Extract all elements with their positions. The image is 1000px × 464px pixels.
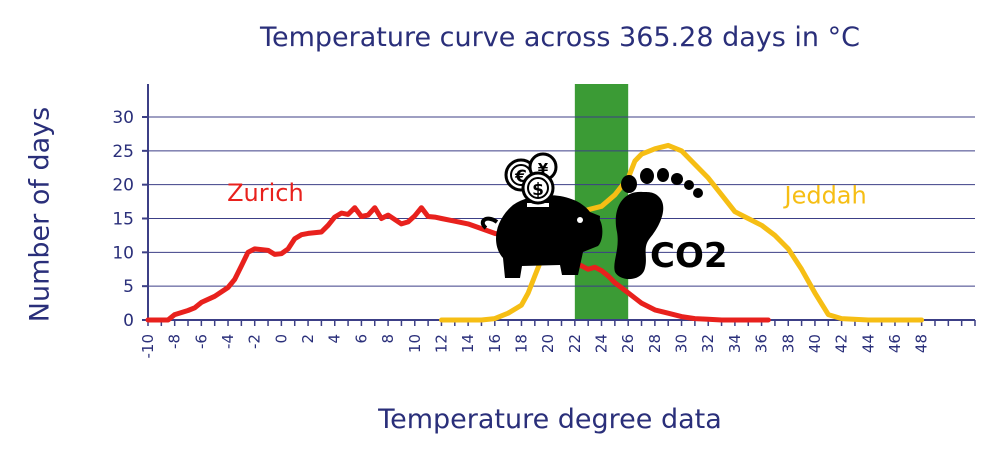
x-tick-label: 42 <box>833 334 851 353</box>
x-tick-label: 40 <box>806 334 824 353</box>
series-label-zurich: Zurich <box>227 179 304 207</box>
x-tick-label: 48 <box>913 334 931 353</box>
y-tick-label: 25 <box>112 142 134 162</box>
x-tick-label: 0 <box>272 334 290 344</box>
x-tick-label: 8 <box>379 334 397 344</box>
footprint-icon: CO2 <box>614 168 728 280</box>
x-tick-label: 18 <box>512 334 530 353</box>
x-tick-label: 2 <box>299 334 317 344</box>
x-tick-label: 26 <box>619 334 637 353</box>
x-tick-label: 28 <box>646 334 664 353</box>
y-tick-label: 5 <box>123 277 134 297</box>
x-tick-label: 30 <box>673 334 691 353</box>
chart-title: Temperature curve across 365.28 days in … <box>260 22 860 53</box>
co2-text: CO2 <box>650 236 728 276</box>
comfort-band <box>574 84 629 320</box>
y-tick-label: 20 <box>112 176 134 196</box>
x-tick-label: -10 <box>139 334 157 359</box>
x-tick-label: 32 <box>699 334 717 353</box>
x-tick-label: 14 <box>459 334 477 353</box>
x-tick-label: 38 <box>779 334 797 353</box>
x-tick-label: -4 <box>219 334 237 349</box>
coin-yen-symbol: ¥ <box>538 160 549 178</box>
x-tick-label: -6 <box>192 334 210 349</box>
x-tick-label: 16 <box>486 334 504 353</box>
y-axis-label: Number of days <box>24 106 56 323</box>
x-tick-label: 44 <box>859 334 877 353</box>
x-tick-label: 6 <box>352 334 370 344</box>
x-tick-label: 46 <box>886 334 904 353</box>
x-tick-label: 24 <box>593 334 611 353</box>
comfort-band-layer <box>574 84 629 320</box>
y-tick-label: 0 <box>123 311 134 331</box>
x-tick-label: 10 <box>406 334 424 353</box>
x-tick-label: 34 <box>726 334 744 353</box>
y-tick-label: 15 <box>112 210 134 230</box>
series-line-jeddah <box>439 142 925 323</box>
y-tick-label: 30 <box>112 108 134 128</box>
x-tick-label: 4 <box>326 334 344 344</box>
x-tick-label: 20 <box>539 334 557 353</box>
y-tick-label: 10 <box>112 243 134 263</box>
series-line-zurich <box>145 205 771 323</box>
coin-dollar-symbol: $ <box>532 180 544 200</box>
x-axis-label: Temperature degree data <box>378 404 722 435</box>
series-layer: Zurich Jeddah <box>145 142 925 323</box>
x-tick-label: 36 <box>753 334 771 353</box>
coin-dollar-icon: $ <box>521 171 555 205</box>
x-tick-label: 12 <box>432 334 450 353</box>
x-tick-label: -8 <box>166 334 184 349</box>
x-tick-label: 22 <box>566 334 584 353</box>
x-tick-label: -2 <box>246 334 264 349</box>
series-label-jeddah: Jeddah <box>782 182 866 210</box>
piggy-bank-icon <box>480 195 603 278</box>
